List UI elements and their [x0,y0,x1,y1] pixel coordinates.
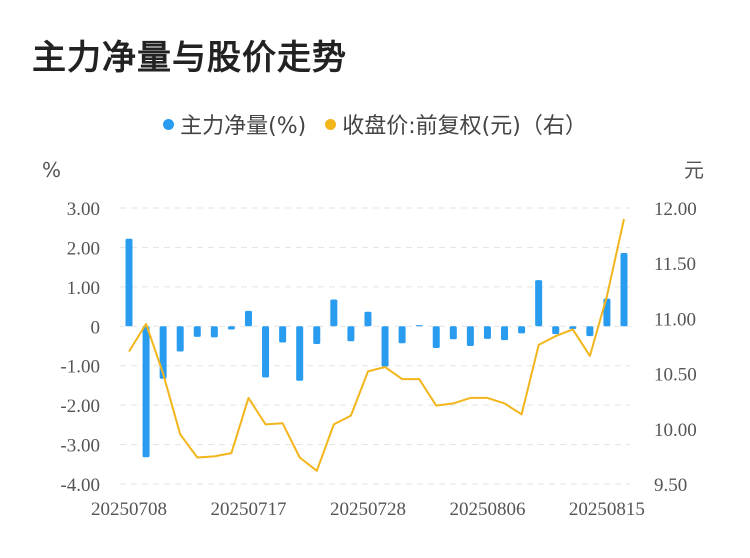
left-tick-label: 0 [91,317,101,338]
bar[interactable] [569,326,577,330]
left-tick-label: -3.00 [60,436,100,457]
right-tick-label: 10.00 [654,420,697,441]
bar[interactable] [620,252,628,327]
right-tick-label: 9.50 [654,475,687,496]
left-tick-label: 1.00 [67,278,100,299]
right-axis-unit: 元 [684,158,704,182]
bar[interactable] [466,326,474,346]
right-tick-label: 10.50 [654,365,697,386]
x-tick-label: 20250717 [210,499,286,520]
legend-item-net-flow[interactable]: 主力净量(%) [163,108,306,140]
x-axis: 20250708 20250717 20250728 20250806 20250815 [91,499,645,520]
bar-series [125,238,628,458]
bar[interactable] [518,326,526,334]
bar[interactable] [296,326,304,381]
bar[interactable] [501,326,509,341]
bar[interactable] [586,326,594,337]
left-tick-label: -4.00 [60,475,100,496]
bar[interactable] [142,326,150,458]
left-axis-unit: % [42,158,61,182]
right-axis: 12.00 11.50 11.00 10.50 10.00 9.50 [654,199,697,496]
x-tick-label: 20250728 [330,499,406,520]
bar[interactable] [330,299,338,327]
gridlines [120,207,630,485]
chart-title: 主力净量与股价走势 [32,38,347,78]
legend-item-close-price[interactable]: 收盘价:前复权(元)（右） [325,108,587,140]
bar[interactable] [313,326,321,345]
price-line [128,218,625,472]
legend: 主力净量(%) 收盘价:前复权(元)（右） [0,108,750,140]
left-tick-label: -2.00 [60,396,100,417]
bar[interactable] [244,310,252,327]
left-tick-label: -1.00 [60,357,100,378]
bar[interactable] [176,326,184,352]
bar[interactable] [347,326,355,342]
bar[interactable] [381,326,389,367]
bar[interactable] [193,326,201,337]
x-tick-label: 20250708 [91,499,167,520]
bar[interactable] [415,325,423,327]
bar[interactable] [449,326,457,340]
bar[interactable] [227,326,235,330]
bar[interactable] [364,311,372,327]
bar[interactable] [552,326,560,335]
bar[interactable] [398,326,406,344]
x-tick-label: 20250806 [449,499,525,520]
legend-label-net-flow: 主力净量(%) [180,114,307,139]
bar[interactable] [483,326,491,339]
legend-marker-net-flow [163,118,175,130]
bar[interactable] [432,326,440,348]
left-axis: 3.00 2.00 1.00 0 -1.00 -2.00 -3.00 -4.00 [60,199,100,496]
left-tick-label: 2.00 [67,238,100,259]
x-tick-label: 20250815 [569,499,645,520]
right-tick-label: 12.00 [654,199,697,220]
left-tick-label: 3.00 [67,199,100,220]
bar[interactable] [262,326,270,378]
legend-label-close-price: 收盘价:前复权(元)（右） [342,114,587,139]
bar[interactable] [279,326,287,343]
right-tick-label: 11.00 [654,309,696,330]
right-tick-label: 11.50 [654,254,696,275]
bar[interactable] [535,280,543,327]
legend-marker-close-price [325,118,337,130]
bar[interactable] [125,238,133,327]
bar[interactable] [210,326,218,338]
